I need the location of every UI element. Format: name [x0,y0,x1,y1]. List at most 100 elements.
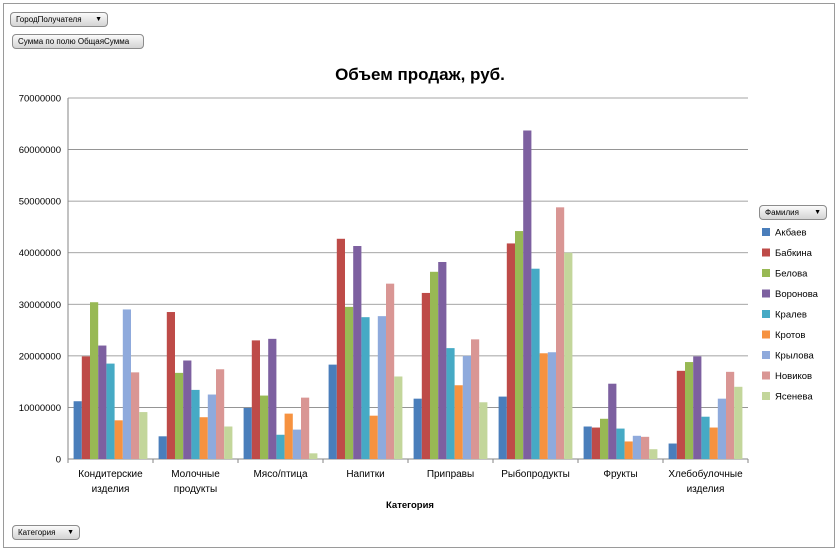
city-filter-button[interactable]: ГородПолучателя ▼ [10,12,108,27]
bar [309,453,318,459]
bar [284,413,293,459]
bar [199,417,208,459]
category-filter-label: Категория [18,528,56,537]
bar [345,306,354,459]
bar [421,292,430,459]
legend-swatch [762,228,770,236]
bar [438,261,447,459]
legend-field-button[interactable]: Фамилия ▼ [759,205,827,220]
x-tick-label: Кондитерские [78,469,143,480]
x-tick-label: изделия [687,484,725,495]
bar [641,436,650,459]
bar [131,372,140,459]
bar [166,312,175,459]
bar [73,401,82,459]
bar [328,364,337,459]
bar [539,353,548,459]
value-field-button[interactable]: Сумма по полю ОбщаяСумма [12,34,144,49]
value-field-label: Сумма по полю ОбщаяСумма [18,37,130,46]
legend-label: Воронова [775,289,819,300]
y-tick-label: 50000000 [19,197,61,208]
bar [207,394,216,459]
bar [90,302,99,459]
bar [122,309,131,459]
legend-label: Новиков [775,371,812,382]
y-tick-label: 10000000 [19,403,61,414]
chart-frame [3,3,835,548]
bar [676,370,685,459]
bar [81,356,90,459]
x-tick-label: Хлебобулочные [668,468,743,480]
bar [616,428,625,459]
bar [701,416,710,459]
bar [454,385,463,459]
legend-label: Белова [775,269,808,280]
bar [556,207,565,459]
bar [158,436,167,459]
bar [583,426,592,459]
bar [564,252,573,459]
x-tick-label: Приправы [427,469,474,480]
y-tick-label: 60000000 [19,145,61,156]
bar [191,389,200,459]
y-tick-label: 20000000 [19,351,61,362]
bar [726,371,735,459]
bar [734,386,743,459]
legend-swatch [762,269,770,277]
bar [498,396,507,459]
bar [268,338,277,459]
bar [591,427,600,459]
bar [216,369,225,459]
legend-swatch [762,330,770,339]
legend-swatch [762,351,770,359]
bar [292,429,301,459]
bar [394,376,403,459]
bar [386,283,395,459]
bar [600,418,609,459]
bar [114,420,123,459]
bar [624,441,633,459]
bar [183,360,192,459]
chevron-down-icon: ▼ [814,209,821,216]
y-tick-label: 30000000 [19,300,61,311]
legend-swatch [762,310,770,318]
bar [649,449,658,459]
y-tick-label: 70000000 [19,94,61,105]
city-filter-label: ГородПолучателя [16,15,82,24]
legend-label: Акбаев [775,228,807,239]
bar [276,434,285,459]
bar [139,412,148,459]
bar [413,398,422,459]
bar [377,316,386,459]
bar [506,243,515,459]
bar [693,356,702,459]
legend-label: Кротов [775,330,805,341]
x-tick-label: Мясо/птица [253,469,308,480]
x-tick-label: Напитки [346,469,384,480]
bar [709,427,718,459]
bar [106,363,115,459]
bar [430,271,439,459]
x-tick-label: изделия [92,484,130,495]
bar [361,317,370,459]
bar [243,407,252,459]
bar [547,352,556,459]
bar [608,383,617,459]
bar [462,355,471,459]
bar [353,246,362,459]
bar [251,340,260,459]
legend-label: Крылова [775,351,815,362]
chevron-down-icon: ▼ [95,16,102,23]
bar [531,268,540,459]
bar [685,362,694,459]
bar [98,345,107,459]
bar [175,372,184,459]
category-filter-button[interactable]: Категория ▼ [12,525,80,540]
bar [260,395,269,459]
bar [224,426,233,459]
legend-label: Ясенева [775,392,813,403]
y-tick-label: 40000000 [19,248,61,259]
bar [632,435,641,459]
bar [717,398,726,459]
